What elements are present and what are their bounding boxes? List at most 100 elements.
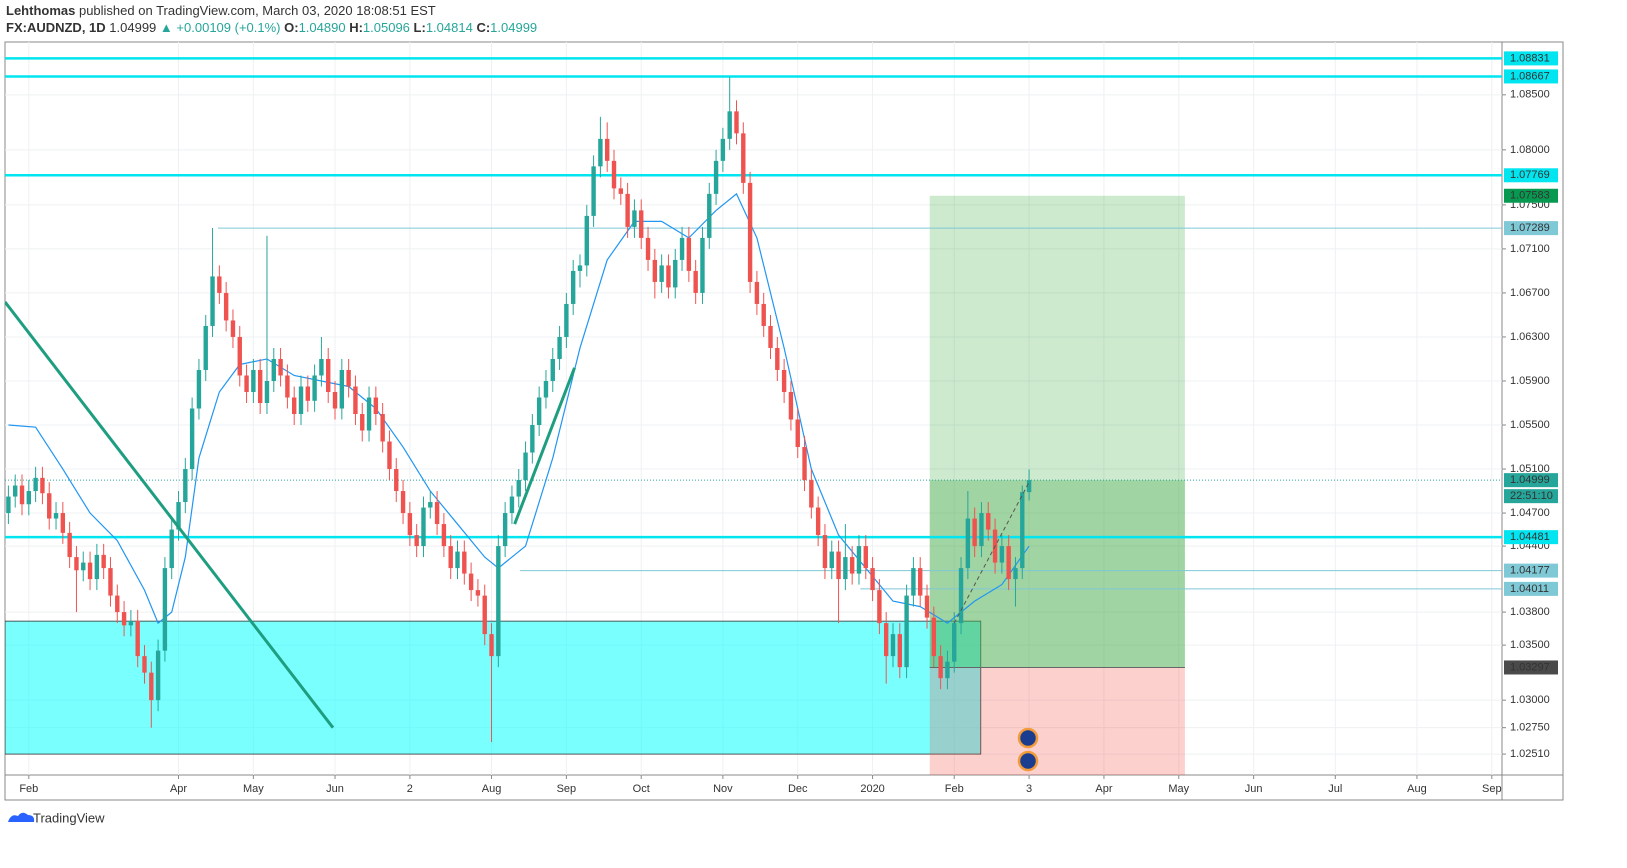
price-label: 1.07289 xyxy=(1510,222,1550,234)
price: 1.04999 xyxy=(109,20,156,35)
candle-body xyxy=(693,270,698,293)
candle-body xyxy=(455,551,460,569)
x-tick-label: Aug xyxy=(482,783,502,795)
candle-body xyxy=(94,554,100,580)
candle-body xyxy=(162,568,168,651)
candle-body xyxy=(108,568,113,596)
candle-body xyxy=(870,568,875,591)
candle-body xyxy=(326,358,331,392)
candle-body xyxy=(918,568,923,596)
candle-body xyxy=(734,111,739,134)
candle-body xyxy=(652,259,658,282)
candle-body xyxy=(564,303,569,337)
ohlc-key: C: xyxy=(476,20,490,35)
candle-body xyxy=(822,535,828,569)
price-label-box xyxy=(1504,473,1558,488)
x-tick-label: 2020 xyxy=(860,783,884,795)
candle-body xyxy=(346,369,351,387)
candle-body xyxy=(611,160,617,189)
candle-body xyxy=(516,480,521,497)
y-tick-label: 1.03000 xyxy=(1510,694,1550,706)
y-tick-label: 1.06300 xyxy=(1510,331,1550,343)
candle-body xyxy=(727,111,732,139)
price-label-box xyxy=(1504,660,1558,675)
candle-body xyxy=(775,347,780,370)
symbol: FX:AUDNZD, 1D xyxy=(6,20,106,35)
candle-body xyxy=(217,276,222,293)
position-profit-area xyxy=(929,480,1185,668)
candle-body xyxy=(121,612,127,626)
candle-body xyxy=(584,215,589,266)
candle-body xyxy=(244,375,249,392)
candle-body xyxy=(380,414,385,442)
candle-body xyxy=(809,480,814,508)
y-tick-label: 1.04700 xyxy=(1510,507,1550,519)
candle-body xyxy=(271,358,276,381)
candle-body xyxy=(754,281,760,304)
candle-body xyxy=(332,391,338,409)
candle-body xyxy=(210,276,215,326)
y-tick-label: 1.08000 xyxy=(1510,144,1550,156)
x-tick-label: Apr xyxy=(1095,783,1112,795)
candle-body xyxy=(237,336,242,376)
footer-brand: TradingView xyxy=(33,810,105,825)
candle-body xyxy=(462,551,467,574)
candle-body xyxy=(19,485,25,505)
candle-body xyxy=(924,595,930,618)
candle-body xyxy=(938,656,943,679)
candle-body xyxy=(421,507,426,547)
candle-body xyxy=(489,634,494,657)
y-tick-label: 1.08500 xyxy=(1510,89,1550,101)
candle-body xyxy=(625,193,630,227)
candle-body xyxy=(986,513,991,530)
x-tick-label: Sep xyxy=(1482,783,1502,795)
candle-body xyxy=(278,358,283,376)
candle-body xyxy=(448,546,453,569)
candle-body xyxy=(543,380,549,398)
candle-body xyxy=(645,237,651,260)
candle-body xyxy=(1026,480,1032,493)
candle-body xyxy=(686,237,692,271)
candle-body xyxy=(135,620,140,657)
candle-body xyxy=(414,535,419,547)
x-tick-label: Oct xyxy=(633,783,650,795)
candle-body xyxy=(33,477,38,492)
candle-body xyxy=(264,380,270,403)
x-tick-label: 2 xyxy=(407,783,413,795)
candle-body xyxy=(700,237,705,293)
candle-body xyxy=(74,557,79,571)
candle-body xyxy=(509,496,515,514)
price-label: 1.08831 xyxy=(1510,52,1550,64)
flag-icon[interactable] xyxy=(1017,750,1039,772)
candle-body xyxy=(189,408,195,470)
candle-body xyxy=(570,270,576,304)
candle-body xyxy=(142,656,147,673)
candle-body xyxy=(795,419,800,448)
trendline xyxy=(513,367,576,525)
candle-body xyxy=(53,513,59,519)
candle-body xyxy=(441,524,447,547)
candle-body xyxy=(707,193,712,238)
author: Lehthomas xyxy=(6,3,75,18)
flag-icon[interactable] xyxy=(1017,727,1039,749)
price-label: 1.07583 xyxy=(1510,190,1550,202)
x-tick-label: May xyxy=(243,783,264,795)
candle-body xyxy=(475,590,481,596)
candle-body xyxy=(856,546,862,574)
trendline xyxy=(953,482,1030,624)
candle-body xyxy=(747,182,753,282)
price-label-box xyxy=(1504,69,1558,84)
event-icons xyxy=(1017,727,1039,772)
candle-body xyxy=(81,562,86,571)
candle-body xyxy=(815,507,821,536)
x-tick-label: Jun xyxy=(1245,783,1263,795)
price-label-box xyxy=(1504,530,1558,545)
candle-body xyxy=(849,557,855,574)
ohlc-value: 1.05096 xyxy=(363,20,410,35)
price-label: 1.07769 xyxy=(1510,169,1550,181)
candle-body xyxy=(183,469,188,503)
candle-body xyxy=(598,138,603,167)
candle-body xyxy=(557,336,562,359)
